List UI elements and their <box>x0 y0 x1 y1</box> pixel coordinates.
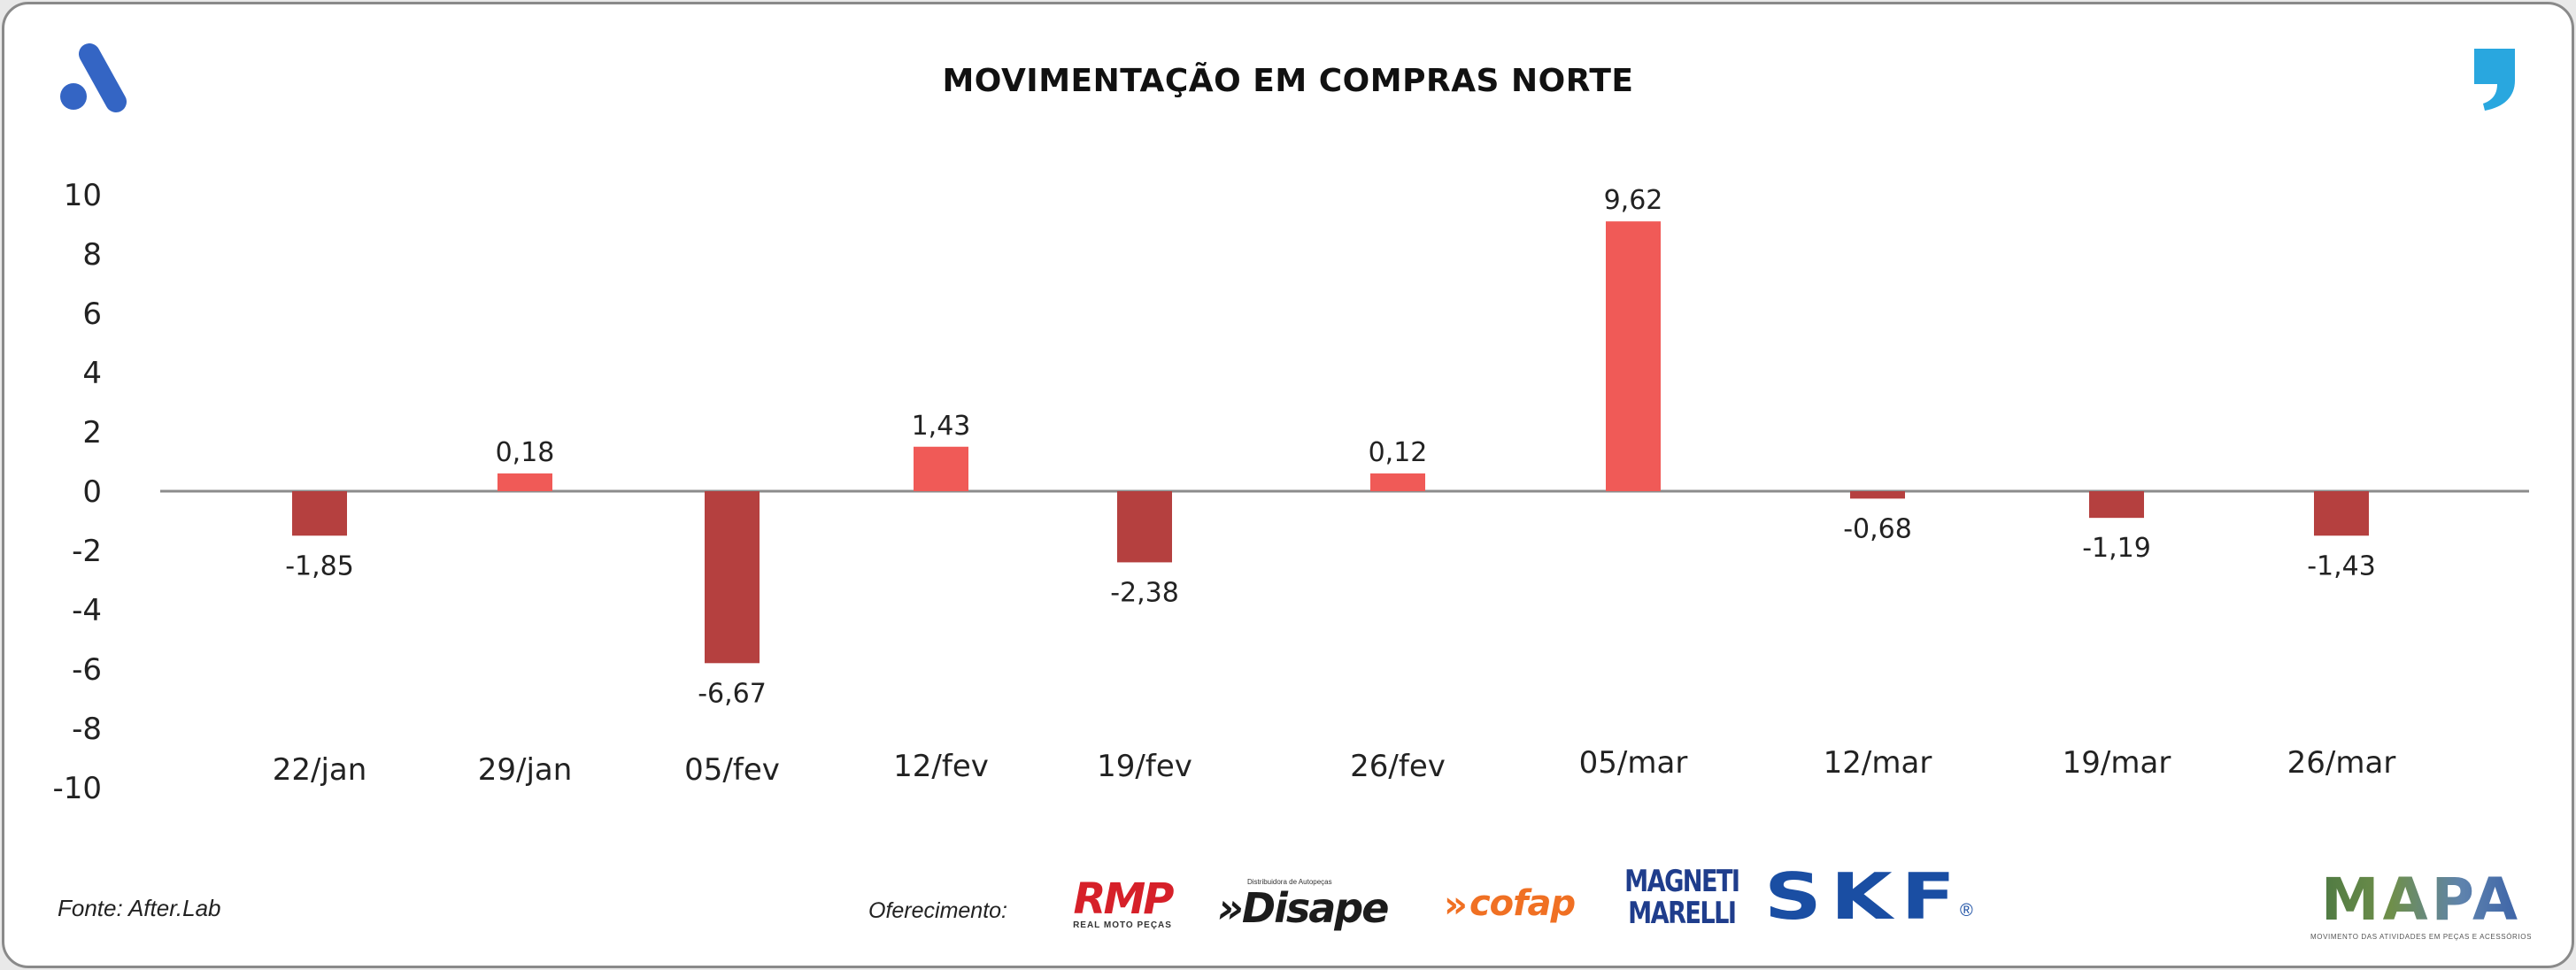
x-category-label: 05/mar <box>1579 745 1688 781</box>
x-category-label: 26/fev <box>1350 749 1446 784</box>
chart-title: MOVIMENTAÇÃO EM COMPRAS NORTE <box>942 63 1634 99</box>
bar <box>1850 491 1905 499</box>
data-label: -1,43 <box>2307 550 2376 581</box>
y-tick-label: 0 <box>82 474 102 510</box>
data-label: 0,12 <box>1369 437 1428 468</box>
source-text: Fonte: After.Lab <box>58 895 221 921</box>
rmp-logo-subtitle: REAL MOTO PEÇAS <box>1073 920 1172 930</box>
bar-chart: 10 8 6 4 2 0 -2 -4 -6 -8 -10 -1,85 22/jan 0,18 29/jan -… <box>52 178 2529 806</box>
bar <box>914 446 968 491</box>
disape-logo: Distribuidora de Autopeças »Disape <box>1217 875 1394 932</box>
mapa-logo: MAPA MOVIMENTO DAS ATIVIDADES EM PEÇAS E… <box>2306 866 2536 944</box>
y-tick-label: -8 <box>72 712 102 747</box>
quote-comma-icon <box>2474 49 2515 111</box>
y-tick-label: 10 <box>64 178 102 213</box>
data-label: -1,85 <box>285 550 354 581</box>
bar <box>1117 491 1172 563</box>
x-category-label: 19/mar <box>2063 745 2171 781</box>
data-label: -1,19 <box>2082 533 2151 564</box>
data-label: -0,68 <box>1843 513 1912 544</box>
magneti-logo-line1: MAGNETI <box>1624 864 1740 899</box>
skf-logo: SKF ® <box>1762 859 1975 934</box>
y-tick-label: 6 <box>82 296 102 332</box>
data-label: 9,62 <box>1604 185 1663 216</box>
bar <box>497 473 552 491</box>
bar <box>2314 491 2369 536</box>
magneti-logo-line2: MARELLI <box>1628 896 1737 931</box>
x-category-label: 12/mar <box>1824 745 1932 781</box>
bar <box>705 491 760 664</box>
x-category-label: 12/fev <box>893 749 989 784</box>
data-label: 1,43 <box>912 411 971 442</box>
x-category-label: 26/mar <box>2287 745 2396 781</box>
after-lab-logo-icon <box>60 43 127 112</box>
y-tick-label: -10 <box>52 771 102 806</box>
rmp-logo: RMP REAL MOTO PEÇAS <box>1054 877 1191 932</box>
mapa-logo-text: MAPA <box>2320 865 2522 934</box>
data-label: -2,38 <box>1110 577 1179 608</box>
data-label: -6,67 <box>698 678 767 709</box>
y-tick-label: 4 <box>82 356 102 391</box>
x-category-label: 29/jan <box>478 752 573 788</box>
disape-logo-subtitle: Distribuidora de Autopeças <box>1247 877 1332 886</box>
cofap-logo: » cofap <box>1421 881 1598 927</box>
y-tick-label: 2 <box>82 415 102 450</box>
cofap-logo-mark: » <box>1443 881 1468 926</box>
skf-logo-text: SKF <box>1764 859 1965 934</box>
y-tick-label: -6 <box>72 652 102 688</box>
bar <box>292 491 347 536</box>
bar <box>1370 473 1425 491</box>
rmp-logo-text: RMP <box>1073 874 1175 924</box>
data-label: 0,18 <box>496 437 555 468</box>
y-tick-label: -2 <box>72 534 102 569</box>
magneti-marelli-logo: MAGNETI MARELLI <box>1616 863 1748 932</box>
y-tick-label: -4 <box>72 593 102 628</box>
sponsor-label: Oferecimento: <box>868 898 1008 923</box>
cofap-logo-text: cofap <box>1469 883 1576 924</box>
bar <box>2089 491 2144 519</box>
mapa-logo-subtitle: MOVIMENTO DAS ATIVIDADES EM PEÇAS E ACES… <box>2310 932 2533 941</box>
x-category-label: 05/fev <box>684 752 780 788</box>
skf-registered-mark: ® <box>1960 901 1973 920</box>
disape-logo-text: »Disape <box>1217 883 1389 932</box>
x-category-label: 19/fev <box>1097 749 1192 784</box>
bar <box>1606 221 1661 491</box>
y-tick-label: 8 <box>82 237 102 273</box>
x-category-label: 22/jan <box>273 752 367 788</box>
